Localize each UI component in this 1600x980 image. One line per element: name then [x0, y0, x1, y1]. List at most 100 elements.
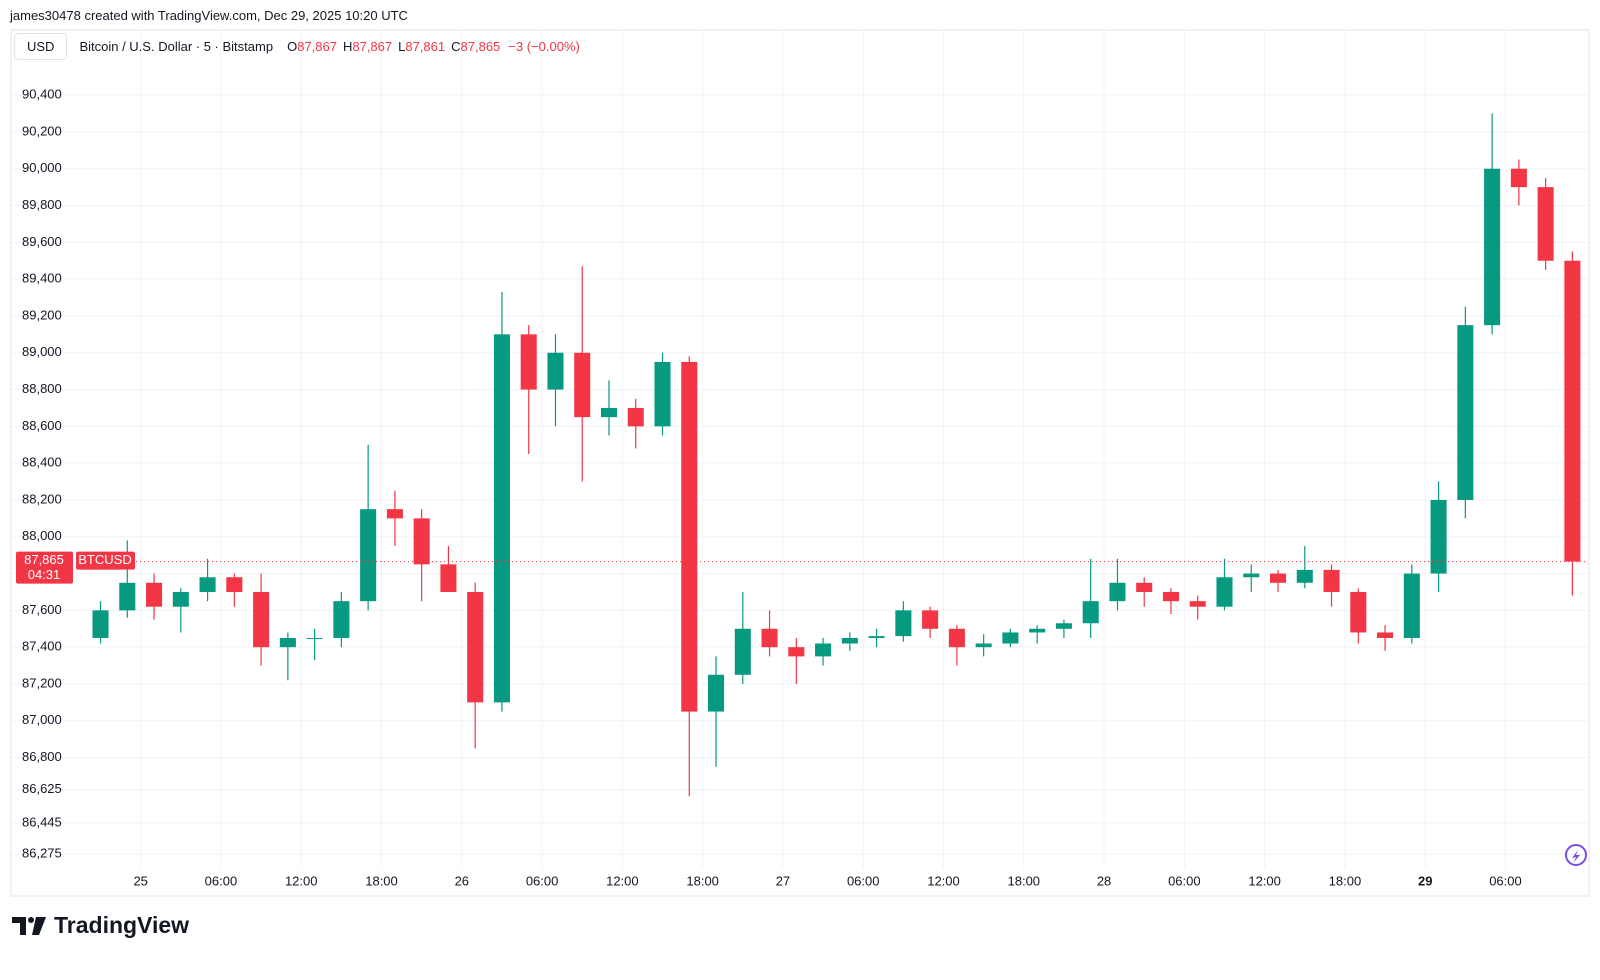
- y-tick-label: 87,000: [22, 712, 62, 727]
- footer: TradingView: [12, 912, 189, 939]
- x-tick-label: 25: [133, 873, 147, 888]
- y-tick-label: 86,445: [22, 814, 62, 829]
- candle-body: [1002, 632, 1019, 644]
- y-tick-label: 89,200: [22, 307, 62, 322]
- x-tick-label: 18:00: [1008, 873, 1041, 888]
- candle-body: [333, 601, 350, 638]
- symbol-title: Bitcoin / U.S. Dollar · 5 · Bitstamp: [79, 39, 274, 54]
- x-tick-label: 12:00: [1248, 873, 1281, 888]
- x-tick-label: 28: [1097, 873, 1111, 888]
- y-tick-label: 88,800: [22, 381, 62, 396]
- candle-body: [172, 591, 189, 607]
- ticker-label: BTCUSD: [78, 552, 131, 567]
- candle-body: [708, 674, 725, 712]
- candle-body: [1323, 569, 1340, 592]
- candle-body: [600, 407, 618, 418]
- candle-body: [788, 647, 805, 657]
- candle-body: [761, 628, 778, 648]
- candle-body: [1082, 601, 1099, 624]
- candle-body: [493, 334, 510, 703]
- candle-body: [92, 610, 109, 638]
- x-tick-label: 18:00: [1329, 873, 1362, 888]
- ohlc-value: 87,867: [352, 39, 393, 54]
- candle-body: [815, 643, 832, 657]
- candle-body: [654, 361, 671, 427]
- change: −3 (−0.00%): [508, 39, 580, 54]
- y-tick-label: 88,200: [22, 491, 62, 506]
- candle-body: [1377, 632, 1394, 638]
- y-tick-label: 90,000: [22, 160, 62, 175]
- attribution: james30478 created with TradingView.com,…: [10, 8, 408, 23]
- y-tick-label: 88,400: [22, 455, 62, 470]
- candle-body: [1510, 168, 1527, 188]
- y-tick-label: 90,200: [22, 123, 62, 138]
- candle-body: [520, 334, 537, 390]
- candle-body: [1109, 582, 1126, 602]
- y-tick-label: 86,625: [22, 781, 62, 796]
- candle-body: [1243, 573, 1260, 578]
- price-label-box: [16, 551, 73, 584]
- candle-body: [547, 352, 564, 390]
- x-tick-label: 06:00: [526, 873, 559, 888]
- y-tick-label: 87,400: [22, 639, 62, 654]
- candle-body: [841, 637, 858, 644]
- candle-body: [413, 518, 430, 565]
- candle-body: [922, 610, 939, 629]
- axes: 90,400 90,200 90,000 89,800 89,600 89,400 89,2…: [16, 87, 1522, 888]
- candle-body: [360, 509, 377, 602]
- y-tick-label: 89,600: [22, 234, 62, 249]
- candle-body: [734, 628, 751, 675]
- candle-body: [1216, 577, 1233, 607]
- x-tick-label: 06:00: [1168, 873, 1201, 888]
- candle-body: [386, 509, 403, 519]
- y-tick-label: 89,800: [22, 197, 62, 212]
- brand-name: TradingView: [54, 912, 190, 938]
- x-tick-label: 06:00: [205, 873, 238, 888]
- candle-body: [948, 628, 965, 648]
- y-tick-label: 87,600: [22, 602, 62, 617]
- x-tick-label: 29: [1418, 873, 1432, 888]
- x-tick-label: 26: [455, 873, 469, 888]
- ohlc-key: C: [451, 39, 461, 54]
- candle-body: [1430, 499, 1447, 574]
- header: USD Bitcoin / U.S. Dollar · 5 · Bitstamp…: [14, 33, 580, 60]
- candle-body: [1136, 582, 1153, 592]
- x-tick-label: 06:00: [1489, 873, 1522, 888]
- candle-body: [440, 564, 457, 592]
- ohlc-value: 87,865: [460, 39, 501, 54]
- ohlc-key: O: [287, 39, 298, 54]
- candle-body: [975, 643, 992, 648]
- x-tick-label: 12:00: [606, 873, 639, 888]
- candles: [76, 113, 1588, 797]
- candle-body: [279, 637, 296, 648]
- price-label: 87,865: [24, 552, 64, 567]
- candle-body: [1537, 187, 1554, 261]
- countdown-label: 04:31: [28, 567, 61, 582]
- y-tick-label: 88,600: [22, 418, 62, 433]
- y-tick-label: 89,000: [22, 344, 62, 359]
- candle-body: [1029, 628, 1046, 633]
- x-tick-label: 18:00: [365, 873, 398, 888]
- y-tick-label: 89,400: [22, 271, 62, 286]
- y-tick-label: 90,400: [22, 87, 62, 102]
- x-tick-label: 12:00: [927, 873, 960, 888]
- candle-body: [1055, 623, 1072, 629]
- assistant-icon[interactable]: [1565, 844, 1587, 866]
- candle-body: [1457, 325, 1474, 500]
- candle-body: [895, 610, 912, 637]
- candle-body: [253, 591, 270, 648]
- currency-button[interactable]: USD: [14, 33, 68, 60]
- brand-logo: [12, 916, 46, 935]
- candle-body: [1269, 573, 1287, 583]
- candle-body: [306, 637, 323, 639]
- candle-body: [574, 352, 591, 418]
- x-tick-label: 12:00: [285, 873, 318, 888]
- x-tick-label: 27: [776, 873, 790, 888]
- y-tick-label: 86,800: [22, 749, 62, 764]
- candle-body: [1296, 569, 1313, 583]
- candle-body: [1564, 260, 1581, 562]
- candle-body: [467, 591, 484, 703]
- grid: [12, 31, 1588, 868]
- y-tick-label: 86,275: [22, 846, 62, 861]
